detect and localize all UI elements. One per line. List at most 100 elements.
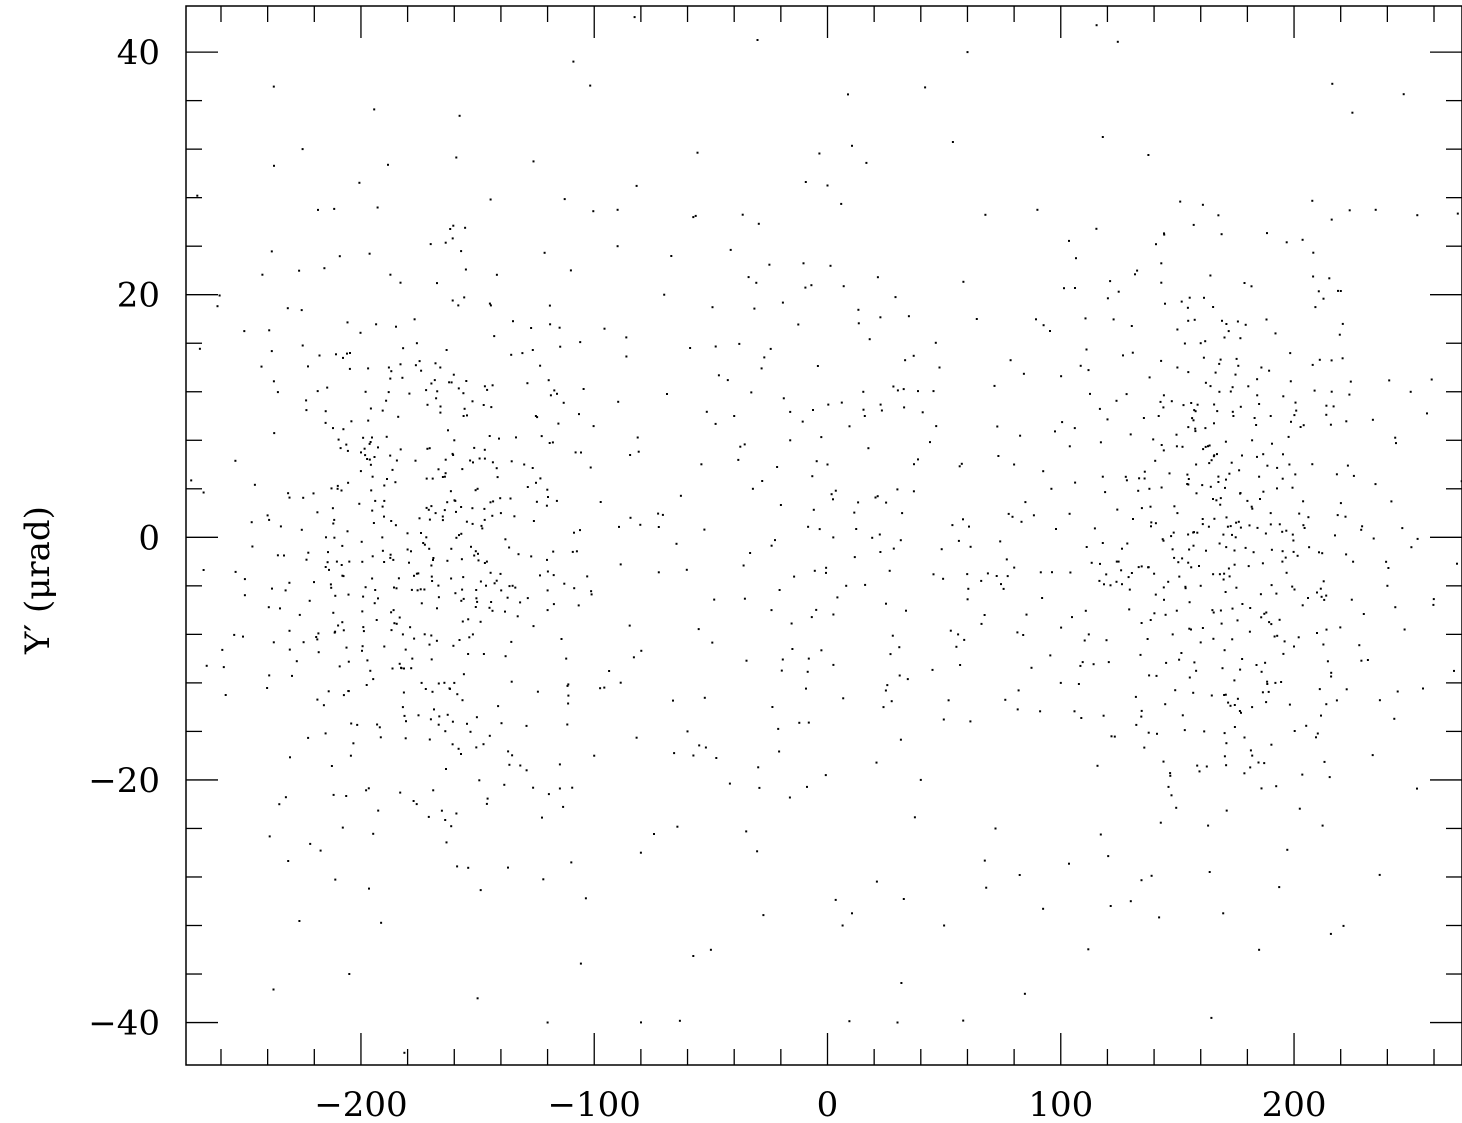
data-point bbox=[666, 393, 668, 395]
data-point bbox=[422, 542, 425, 544]
data-point bbox=[847, 93, 849, 96]
data-point bbox=[490, 601, 493, 603]
data-point bbox=[711, 641, 714, 644]
data-point bbox=[469, 730, 472, 733]
data-point bbox=[488, 435, 491, 437]
data-point bbox=[1188, 627, 1191, 630]
data-point bbox=[1160, 281, 1163, 284]
data-point bbox=[599, 687, 602, 690]
data-point bbox=[1267, 690, 1270, 693]
data-point bbox=[348, 560, 351, 563]
data-point bbox=[445, 768, 447, 770]
data-point bbox=[1202, 448, 1205, 451]
data-point bbox=[332, 427, 334, 430]
data-point bbox=[488, 606, 491, 609]
data-point bbox=[639, 851, 642, 854]
data-point bbox=[1223, 694, 1226, 696]
data-point bbox=[1352, 474, 1355, 477]
data-point bbox=[464, 226, 467, 229]
data-point bbox=[1153, 612, 1156, 615]
data-point bbox=[616, 245, 619, 248]
data-point bbox=[1456, 212, 1459, 215]
data-point bbox=[1223, 755, 1226, 758]
data-point bbox=[1155, 243, 1157, 246]
data-point bbox=[1329, 932, 1332, 935]
data-point bbox=[653, 833, 655, 835]
data-point bbox=[393, 622, 396, 625]
data-point bbox=[272, 85, 275, 88]
data-point bbox=[307, 551, 310, 554]
data-point bbox=[458, 114, 461, 117]
data-point bbox=[364, 390, 367, 393]
data-point bbox=[470, 545, 472, 548]
data-point bbox=[394, 524, 397, 527]
data-point bbox=[523, 463, 526, 466]
data-point bbox=[434, 512, 437, 515]
data-point bbox=[460, 753, 462, 755]
data-point bbox=[639, 523, 642, 526]
data-point bbox=[1164, 703, 1167, 706]
data-point bbox=[842, 697, 845, 700]
data-point bbox=[1136, 269, 1139, 272]
data-point bbox=[969, 720, 972, 723]
data-point bbox=[571, 550, 574, 553]
data-point bbox=[1432, 598, 1435, 601]
data-point bbox=[428, 738, 431, 741]
data-point bbox=[826, 184, 829, 187]
data-point bbox=[885, 602, 887, 605]
data-point bbox=[942, 718, 945, 721]
data-point bbox=[1276, 634, 1279, 637]
data-point bbox=[1293, 645, 1295, 648]
data-point bbox=[758, 786, 761, 789]
data-point bbox=[507, 866, 509, 869]
data-point bbox=[333, 631, 336, 634]
data-point bbox=[1293, 730, 1296, 732]
data-point bbox=[1150, 874, 1153, 877]
plot-frame bbox=[185, 5, 1462, 1066]
data-point bbox=[1285, 241, 1288, 244]
data-point bbox=[1313, 389, 1316, 392]
data-point bbox=[333, 518, 336, 521]
data-point bbox=[462, 673, 465, 676]
data-point bbox=[1162, 449, 1165, 452]
data-point bbox=[1295, 409, 1298, 412]
data-point bbox=[967, 587, 970, 590]
data-point bbox=[1157, 415, 1160, 417]
data-point bbox=[1167, 785, 1170, 788]
data-point bbox=[1080, 717, 1083, 719]
data-point bbox=[414, 459, 417, 462]
data-point bbox=[1024, 501, 1027, 504]
data-point bbox=[432, 557, 435, 559]
data-point bbox=[1325, 703, 1328, 706]
data-point bbox=[483, 448, 486, 451]
data-point bbox=[369, 407, 372, 410]
data-point bbox=[1222, 578, 1225, 581]
data-point bbox=[387, 391, 390, 394]
data-point bbox=[1032, 514, 1035, 517]
data-point bbox=[1239, 492, 1242, 495]
data-point bbox=[1137, 489, 1140, 492]
data-point bbox=[383, 561, 386, 563]
data-point bbox=[332, 611, 335, 614]
data-point bbox=[456, 693, 459, 696]
data-point bbox=[1204, 381, 1207, 384]
data-point bbox=[391, 468, 394, 471]
data-point bbox=[1299, 426, 1302, 428]
data-point bbox=[450, 381, 453, 384]
data-point bbox=[760, 367, 763, 370]
data-point bbox=[1154, 593, 1157, 596]
data-point bbox=[381, 505, 384, 508]
data-point bbox=[1250, 505, 1253, 508]
data-point bbox=[1208, 462, 1211, 465]
data-point bbox=[778, 750, 781, 753]
data-point bbox=[456, 865, 459, 868]
data-point bbox=[348, 367, 351, 370]
data-point bbox=[1013, 566, 1016, 569]
data-point bbox=[548, 304, 551, 307]
data-point bbox=[298, 613, 301, 616]
data-point bbox=[361, 645, 364, 648]
data-point bbox=[1079, 664, 1082, 667]
data-point bbox=[1249, 749, 1252, 752]
data-point bbox=[466, 414, 468, 417]
data-point bbox=[489, 501, 492, 504]
